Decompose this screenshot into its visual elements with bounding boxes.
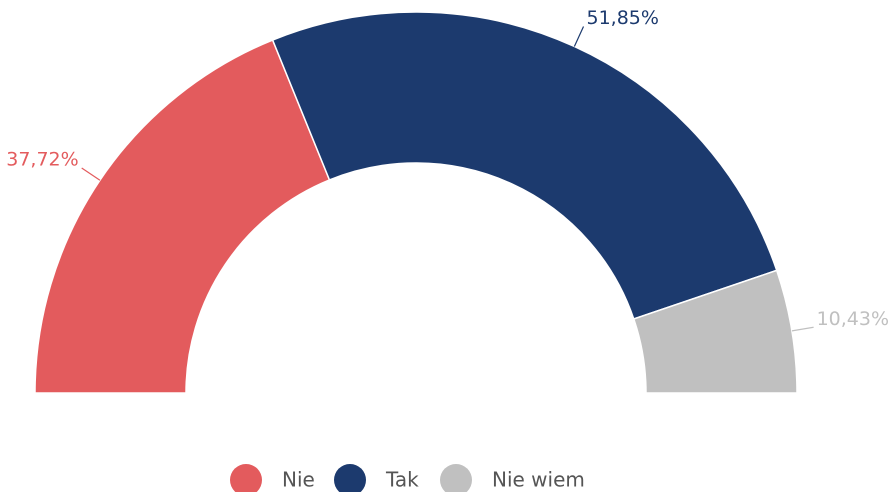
legend-label[interactable]: Nie wiem [492,468,585,492]
leader-line [791,326,814,332]
data-label: 51,85% [587,7,659,29]
legend-marker[interactable] [440,464,472,492]
segment [34,39,331,394]
leader-line [81,167,101,181]
data-label: 37,72% [6,148,78,170]
legend-marker[interactable] [230,464,262,492]
legend-label[interactable]: Tak [385,468,419,492]
leader-line [573,26,585,47]
segment [632,269,798,394]
legend-marker[interactable] [334,464,366,492]
data-label: 10,43% [817,308,889,330]
segment [271,11,778,320]
legend-label[interactable]: Nie [282,468,315,492]
